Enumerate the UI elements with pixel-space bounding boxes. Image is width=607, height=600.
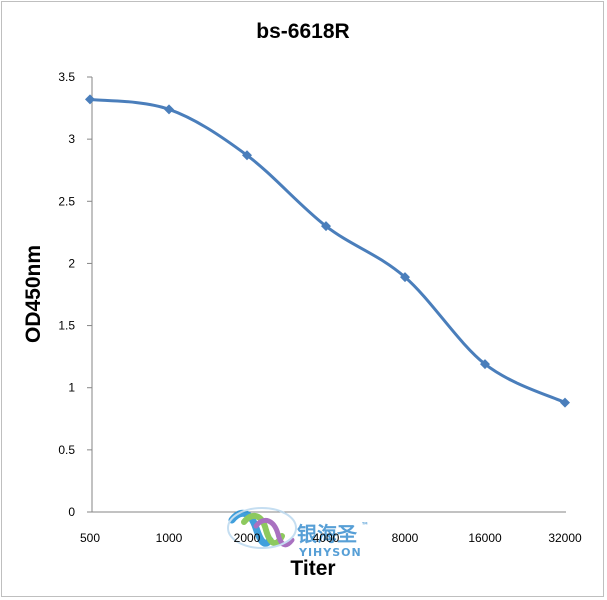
watermark-chinese-text: 银海圣 bbox=[297, 522, 358, 546]
data-point-marker bbox=[321, 221, 331, 232]
y-tick-label: 3.5 bbox=[58, 70, 75, 84]
data-point-marker bbox=[400, 272, 410, 283]
x-tick-label: 16000 bbox=[468, 531, 502, 545]
chart-title: bs-6618R bbox=[256, 20, 349, 43]
data-point-marker bbox=[242, 150, 252, 161]
y-tick-label: 1 bbox=[68, 381, 75, 395]
y-tick-label: 2 bbox=[68, 256, 75, 270]
data-point-marker bbox=[480, 359, 490, 370]
series-group bbox=[85, 94, 570, 408]
x-tick-label: 1000 bbox=[156, 531, 183, 545]
y-tick-label: 0 bbox=[68, 505, 75, 519]
x-tick-label: 32000 bbox=[548, 531, 582, 545]
x-axis-title: Titer bbox=[290, 557, 335, 580]
data-point-marker bbox=[85, 94, 95, 105]
data-point-marker bbox=[164, 104, 174, 115]
wave-logo-icon bbox=[227, 507, 297, 549]
x-tick-label: 4000 bbox=[313, 531, 340, 545]
y-tick-label: 3 bbox=[68, 132, 75, 146]
x-tick-group: 500 1000 2000 4000 8000 16000 32000 bbox=[80, 531, 582, 545]
y-tick-label: 1.5 bbox=[58, 319, 75, 333]
y-tick-group: 0 0.5 1 1.5 2 2.5 3 3.5 bbox=[58, 70, 92, 519]
x-tick-label: 2000 bbox=[234, 531, 261, 545]
data-point-marker bbox=[560, 397, 570, 408]
x-tick-label: 8000 bbox=[392, 531, 419, 545]
y-tick-label: 2.5 bbox=[58, 194, 75, 208]
watermark-trademark: ™ bbox=[361, 521, 369, 530]
series-line bbox=[88, 97, 567, 405]
y-tick-label: 0.5 bbox=[58, 443, 75, 457]
y-axis-title: OD450nm bbox=[22, 245, 45, 343]
watermark-english-text: YIHYSON bbox=[298, 546, 362, 559]
yihyson-watermark-logo: 银海圣 ™ YIHYSON bbox=[227, 507, 369, 559]
x-tick-label: 500 bbox=[80, 531, 100, 545]
